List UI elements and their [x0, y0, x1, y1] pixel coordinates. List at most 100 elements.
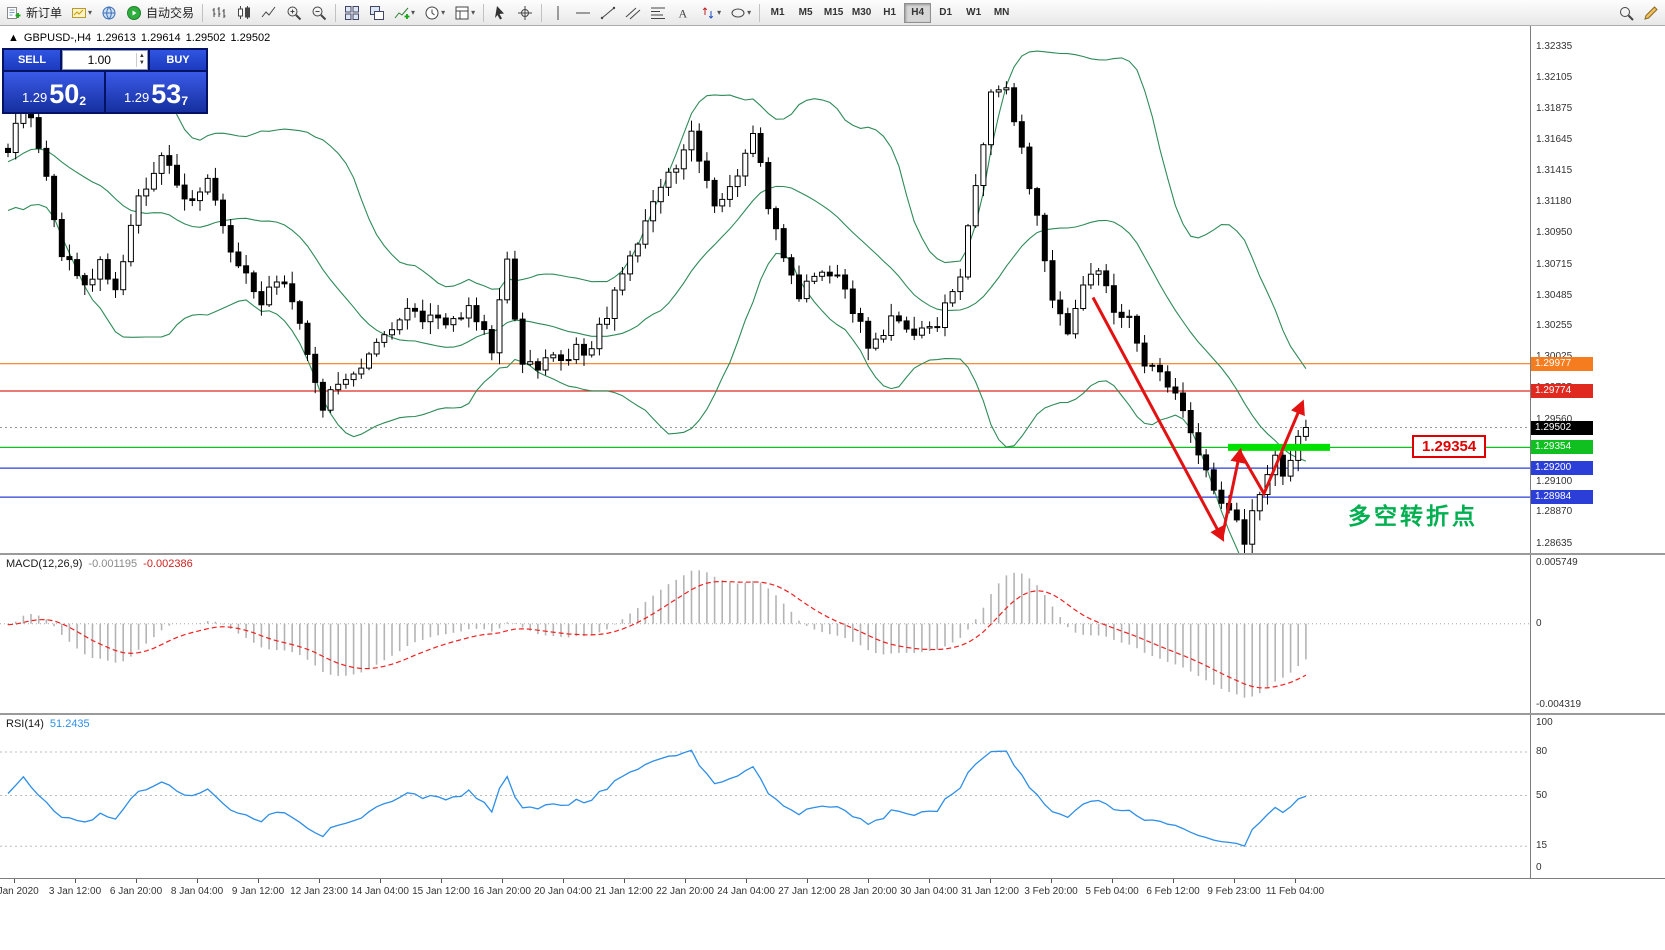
profiles-button[interactable]	[97, 2, 121, 24]
time-axis-label: 8 Jan 04:00	[170, 886, 224, 897]
price-axis-label: 1.31180	[1536, 196, 1572, 208]
buy-button[interactable]: 1.29 53 7	[106, 72, 206, 112]
lot-decrease-button[interactable]: ▼	[138, 60, 145, 66]
rsi-axis[interactable]: 100 80 50 15 0	[1530, 715, 1665, 878]
timeframe-button-m30[interactable]: M30	[848, 3, 875, 23]
rsi-axis-label: 50	[1536, 789, 1548, 801]
edit-button[interactable]	[1639, 2, 1663, 24]
text-icon: A	[679, 6, 688, 20]
timeframe-button-m15[interactable]: M15	[820, 3, 847, 23]
lot-size-input[interactable]	[63, 53, 136, 67]
templates-button[interactable]: ▾	[450, 2, 479, 24]
fibonacci-button[interactable]	[646, 2, 670, 24]
price-axis-label: 1.29100	[1536, 475, 1573, 487]
toolbar-separator	[202, 3, 204, 22]
shapes-button[interactable]: ▾	[726, 2, 755, 24]
timeframe-button-mn[interactable]: MN	[988, 3, 1015, 23]
lot-increase-button[interactable]: ▲	[138, 53, 145, 60]
candlestick-chart-button[interactable]	[232, 2, 256, 24]
price-plot[interactable]	[0, 26, 1530, 553]
horizontal-line-button[interactable]	[571, 2, 595, 24]
sell-button[interactable]: 1.29 50 2	[4, 72, 104, 112]
crosshair-button[interactable]	[513, 2, 537, 24]
timeframe-button-h4[interactable]: H4	[904, 2, 932, 23]
price-axis-label: 1.28635	[1536, 538, 1573, 549]
cascade-windows-button[interactable]	[365, 2, 389, 24]
indicators-button[interactable]: ▾	[390, 2, 419, 24]
price-tag: 1.29977	[1531, 356, 1593, 371]
text-button[interactable]: A	[671, 2, 695, 24]
periods-button[interactable]: ▾	[420, 2, 449, 24]
timeframe-button-d1[interactable]: D1	[932, 3, 959, 23]
ohlc-open: 1.29613	[96, 32, 136, 44]
sell-price-small: 1.29	[21, 90, 48, 105]
chart-header: ▲ GBPUSD-,H4 1.29613 1.29614 1.29502 1.29502	[8, 32, 275, 44]
sell-tab[interactable]: SELL	[4, 50, 60, 70]
time-axis-label: 15 Jan 12:00	[412, 886, 470, 897]
time-tick	[1173, 879, 1174, 883]
panel-collapse-icon[interactable]: ▲	[8, 32, 19, 44]
line-chart-icon	[261, 6, 276, 17]
zoom-out-button[interactable]	[307, 2, 331, 24]
time-axis-label: 14 Jan 04:00	[351, 886, 409, 897]
rsi-axis-label: 80	[1536, 746, 1548, 757]
svg-text:A: A	[679, 6, 688, 20]
search-icon	[1620, 6, 1634, 21]
search-button[interactable]	[1614, 2, 1638, 24]
time-tick	[441, 879, 442, 883]
macd-plot[interactable]	[0, 555, 1530, 713]
trendline-button[interactable]	[596, 2, 620, 24]
time-tick	[1051, 879, 1052, 883]
cursor-button[interactable]	[488, 2, 512, 24]
line-chart-button[interactable]	[257, 2, 281, 24]
vertical-line-button[interactable]	[546, 2, 570, 24]
crosshair-icon	[518, 5, 533, 20]
time-axis-label: 6 Jan 20:00	[109, 886, 163, 897]
zoom-in-button[interactable]	[282, 2, 306, 24]
macd-axis-label: 0	[1536, 617, 1542, 629]
time-tick	[75, 879, 76, 883]
price-tag: 1.29354	[1531, 440, 1593, 455]
pane-separator[interactable]	[0, 553, 1665, 555]
timeframe-button-w1[interactable]: W1	[960, 3, 987, 23]
buy-tab[interactable]: BUY	[150, 50, 206, 70]
buy-price-sup: 7	[181, 94, 189, 108]
time-axis-label: 20 Jan 04:00	[534, 886, 592, 897]
support-price-label: 1.29354	[1412, 435, 1487, 459]
templates-icon	[455, 6, 469, 19]
tile-windows-button[interactable]	[340, 2, 364, 24]
bar-chart-button[interactable]	[207, 2, 231, 24]
rsi-label: RSI(14) 51.2435	[6, 718, 90, 730]
time-axis[interactable]: 2 Jan 2020 3 Jan 12:00 6 Jan 20:00 8 Jan 04…	[0, 878, 1665, 906]
time-tick	[1295, 879, 1296, 883]
chevron-down-icon: ▾	[717, 8, 722, 17]
time-axis-label: 24 Jan 04:00	[717, 886, 775, 897]
price-axis-label: 1.30255	[1536, 320, 1573, 332]
time-tick	[746, 879, 747, 883]
macd-axis[interactable]: 0.005749 0 -0.004319	[1530, 555, 1665, 713]
autotrading-button[interactable]: 自动交易	[122, 2, 198, 24]
price-axis-label: 1.31415	[1536, 164, 1573, 176]
timeframe-button-m1[interactable]: M1	[764, 3, 791, 23]
channel-button[interactable]	[621, 2, 645, 24]
arrows-button[interactable]: ▾	[696, 2, 725, 24]
indicators-icon	[394, 7, 410, 19]
price-axis-label: 1.30715	[1536, 258, 1573, 270]
time-axis-label: 6 Feb 12:00	[1146, 886, 1200, 897]
new-chart-button[interactable]: ▾	[67, 2, 96, 24]
timeframe-button-m5[interactable]: M5	[792, 3, 819, 23]
new-order-button[interactable]: 新订单	[2, 2, 66, 24]
price-axis-label: 1.30485	[1536, 289, 1573, 301]
sell-price-sup: 2	[79, 94, 87, 108]
timeframe-button-h1[interactable]: H1	[876, 3, 903, 23]
macd-main-value: -0.001195	[88, 558, 138, 570]
chevron-down-icon: ▾	[471, 8, 476, 17]
rsi-plot[interactable]	[0, 715, 1530, 878]
toolbar: 新订单 ▾ 自动交易 ▾ ▾ ▾ A ▾ ▾ M1 M5 M15 M30 H1 H4 D1 W…	[0, 0, 1665, 26]
pane-separator[interactable]	[0, 713, 1665, 715]
price-tag: 1.29200	[1531, 461, 1593, 476]
price-tag: 1.29774	[1531, 384, 1593, 398]
edit-icon	[1644, 5, 1658, 20]
price-axis[interactable]: 1.32335 1.32105 1.31875 1.31645 1.31415 1.311…	[1530, 26, 1665, 553]
